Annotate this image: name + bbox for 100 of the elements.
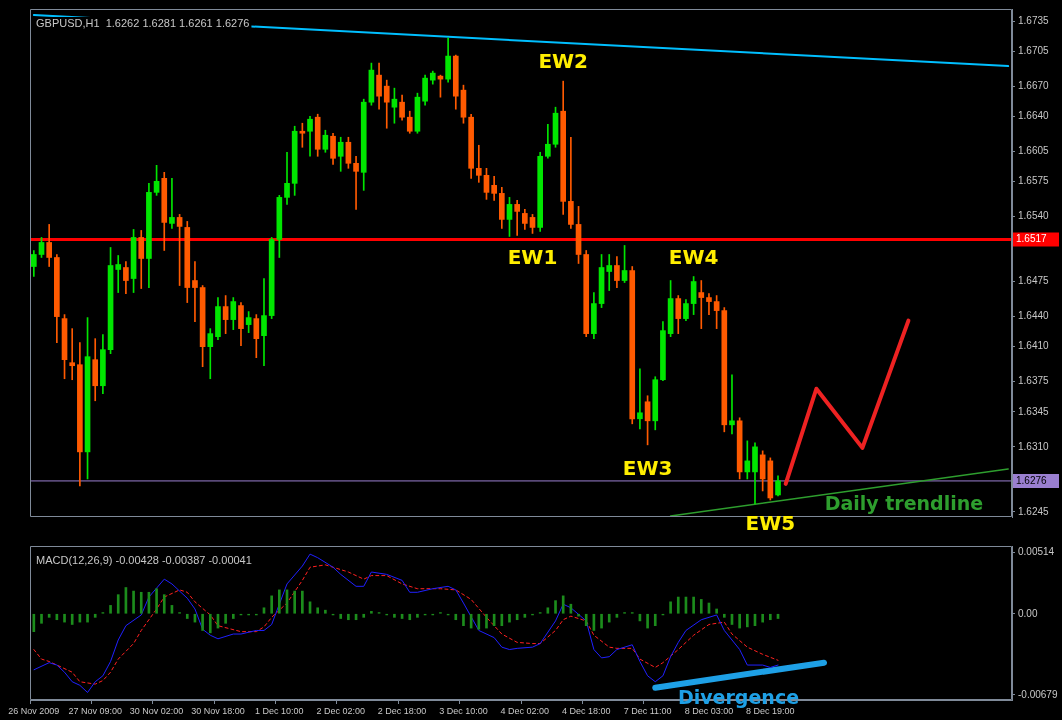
text: GBPUSD,H1 1.6262 1.6281 1.6261 1.6276 — [36, 16, 250, 29]
bar — [93, 613, 97, 618]
bar — [70, 613, 74, 625]
candlestick — [169, 178, 175, 229]
x-tick-label: 8 Dec 19:00 — [746, 705, 795, 716]
y-tick-label: 1.6310 — [1018, 440, 1050, 452]
y-tick-label: 0.00514 — [1018, 546, 1055, 558]
candlestick — [606, 254, 613, 291]
bar — [462, 613, 465, 627]
bar — [324, 609, 327, 614]
y-tick-label: 1.6440 — [1018, 310, 1050, 322]
bar — [692, 596, 695, 614]
candlestick — [729, 374, 735, 435]
annotation: EW4 — [668, 244, 719, 269]
candlestick — [698, 280, 705, 329]
bar — [316, 607, 320, 614]
y-tick-label: 1.6245 — [1018, 505, 1050, 517]
bar — [600, 613, 603, 629]
y-tick-label: 1.6605 — [1018, 145, 1050, 157]
annotation: EW1 — [507, 244, 558, 269]
series-label: Daily trendline — [824, 491, 984, 514]
ref-line-label: 1.6517 — [1016, 233, 1048, 245]
bar — [362, 613, 366, 618]
bar — [185, 613, 189, 619]
bar — [224, 613, 227, 624]
bar — [339, 613, 343, 619]
bar — [139, 591, 143, 614]
bar — [393, 613, 396, 618]
y-tick-label: 1.6575 — [1018, 175, 1050, 187]
x-tick-label: 1 Dec 10:00 — [255, 705, 304, 716]
candlestick — [514, 200, 520, 236]
x-tick-label: 30 Nov 18:00 — [191, 705, 245, 716]
bar — [669, 601, 672, 614]
text: MACD(12,26,9) -0.00428 -0.00387 -0.00041 — [36, 553, 252, 566]
bar — [715, 608, 718, 614]
candlestick — [115, 255, 122, 293]
y-tick-label: 1.6705 — [1018, 44, 1050, 56]
bar — [86, 613, 89, 623]
candlestick — [353, 155, 359, 210]
bar — [162, 594, 166, 614]
bar — [109, 605, 112, 614]
bar — [584, 613, 588, 627]
y-tick-label: 1.6540 — [1018, 210, 1050, 222]
y-tick-label: 1.6640 — [1018, 109, 1050, 121]
x-tick-label: 26 Nov 2009 — [8, 705, 60, 716]
bar — [408, 613, 412, 621]
annotation: EW3 — [622, 456, 673, 481]
y-tick-label: 1.6375 — [1018, 375, 1050, 387]
bar — [301, 590, 304, 614]
bar — [561, 595, 565, 614]
bar — [485, 613, 488, 629]
x-tick-label: 4 Dec 18:00 — [561, 705, 611, 716]
annotation: EW5 — [745, 511, 796, 536]
y-tick-label: 1.6345 — [1018, 405, 1050, 417]
annotation: EW2 — [538, 49, 589, 74]
bar — [155, 588, 158, 614]
bar — [416, 613, 419, 618]
candlestick — [69, 328, 76, 381]
y-tick-label: 1.6410 — [1018, 340, 1050, 352]
x-tick-label: 30 Nov 02:00 — [129, 705, 184, 716]
bar — [554, 600, 557, 614]
bar — [745, 613, 749, 628]
x-tick-label: 4 Dec 02:00 — [500, 705, 550, 716]
bar — [370, 611, 373, 614]
bar — [676, 596, 680, 614]
candlestick — [706, 293, 712, 315]
bar — [508, 613, 511, 623]
candlestick — [475, 144, 482, 183]
y-tick-label: 1.6670 — [1018, 79, 1050, 91]
bar — [699, 599, 703, 614]
y-tick-label: 1.6475 — [1018, 275, 1050, 287]
candlestick — [637, 368, 643, 430]
bar — [116, 594, 120, 614]
bar — [722, 613, 726, 618]
ref-line-label: 1.6276 — [1016, 474, 1048, 486]
bar — [208, 613, 212, 634]
bar — [201, 613, 204, 631]
bar — [47, 613, 51, 618]
y-tick-label: 1.6735 — [1018, 14, 1050, 26]
bar — [270, 595, 273, 614]
x-tick-label: 2 Dec 18:00 — [377, 705, 427, 716]
x-tick-label: 2 Dec 02:00 — [316, 705, 365, 716]
bar — [40, 613, 43, 624]
x-tick-label: 27 Nov 09:00 — [68, 705, 122, 716]
y-tick-label: -0.00679 — [1018, 688, 1058, 700]
bar — [769, 613, 772, 621]
x-tick-label: 3 Dec 10:00 — [439, 705, 488, 716]
bar — [653, 613, 657, 627]
x-tick-label: 8 Dec 03:00 — [684, 705, 734, 716]
bar — [646, 613, 649, 629]
bar — [231, 613, 235, 619]
bar — [500, 613, 504, 627]
bar — [477, 613, 481, 630]
bar — [607, 613, 611, 623]
bar — [63, 613, 66, 623]
bar — [761, 613, 764, 623]
bar — [278, 589, 281, 614]
bar — [738, 613, 741, 629]
y-tick-label: 0.00 — [1018, 607, 1038, 619]
candlestick — [192, 261, 198, 322]
